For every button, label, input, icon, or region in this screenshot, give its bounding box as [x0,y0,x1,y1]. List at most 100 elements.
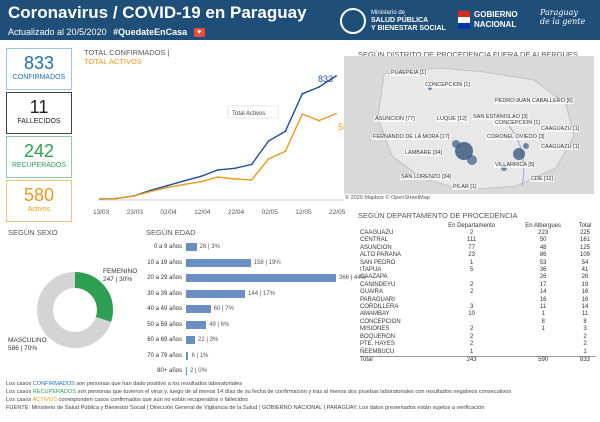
active-point[interactable] [149,190,152,193]
dept-table: En Departamento En Albergues Total CAAGU… [360,222,596,365]
dept-value-cell: 48 [539,244,547,251]
age-bar[interactable] [186,258,251,267]
update-info: Actualizado al 20/5/2020 #QuedateEnCasa … [8,27,205,38]
dept-value-cell: 2 [583,341,587,348]
dept-header-col: En Departamento [448,223,496,229]
active-point[interactable] [284,150,287,153]
dept-value-cell: 161 [580,237,591,244]
active-point[interactable] [234,178,236,180]
note-confirmed: Los casos CONFIRMADOS son personas que h… [6,380,511,388]
active-point[interactable] [183,183,186,186]
bubble-luque[interactable] [452,140,460,148]
active-point[interactable] [200,180,202,183]
ministry-line3: Y BIENESTAR SOCIAL [371,24,446,32]
active-point[interactable] [335,112,337,115]
age-label: 20 a 29 años [147,275,182,281]
active-point[interactable] [250,179,253,181]
dept-title: SEGÚN DEPARTAMENTO DE PROCEDENCIA [358,211,518,220]
table-row: CAAGUAZU 2 223 225 [360,230,596,237]
active-point[interactable] [116,197,118,200]
active-point[interactable] [217,176,219,178]
dept-value-cell [431,274,512,281]
dept-value-cell: 5 [469,267,474,274]
updated-date: Actualizado al 20/5/2020 [8,27,107,37]
slogan: Paraguay de la gente [540,8,585,26]
age-bar[interactable] [186,274,336,282]
active-point[interactable] [132,195,135,198]
dept-value-cell: 26 [581,274,589,281]
dept-value-cell: 833 [574,355,596,365]
age-value: 22 | 3% [198,337,219,343]
active-point[interactable] [301,113,304,115]
kpi-deaths[interactable]: 11 FALLECIDOS [6,92,72,134]
confirmed-point[interactable] [217,169,219,171]
map-attribution: © 2020 Mapbox © OpenStreetMap [345,195,430,201]
dept-value-cell: 3 [583,326,587,333]
active-point[interactable] [267,158,270,160]
district-map[interactable]: PUAEPEIA [1] CONCEPCION [1] PEDRO JUAN C… [344,56,594,194]
dept-total-row: Total 243 590 833 [360,355,596,365]
confirmed-point[interactable] [335,75,337,77]
bubble-east[interactable] [523,143,529,149]
dept-value-cell: 2 [469,333,474,340]
note-keyword: RECUPERADOS [32,389,76,395]
header-bar: Coronavirus / COVID-19 en Paraguay Actua… [0,0,600,40]
dept-name-cell: CONCEPCION [360,318,401,325]
table-row: SAN PEDRO 1 53 54 [360,260,596,267]
map-label: SAN ESTANISLAO [3] [472,114,529,120]
age-bar[interactable] [186,367,187,375]
confirmed-point[interactable] [200,175,202,178]
age-label: 40 a 49 años [147,306,182,312]
dept-header-col: Total [578,223,592,229]
table-row: ALTO PARANA 23 86 109 [360,252,596,259]
confirmed-point[interactable] [234,167,236,170]
kpi-recovered[interactable]: 242 RECUPERADOS [6,136,72,178]
map-label: CONCEPCION [1] [424,82,471,88]
age-title: SEGÚN EDAD [146,228,196,237]
map-label: CDE [11] [530,176,554,182]
bubble-cde[interactable] [513,148,525,160]
age-bar[interactable] [186,305,211,313]
footnotes: Los casos CONFIRMADOS son personas que h… [6,380,511,412]
note-text: corresponden casos confirmados que aún n… [57,397,248,403]
confirmed-point[interactable] [250,163,253,166]
dept-value-cell [431,297,512,304]
kpi-active[interactable]: 580 Activos [6,180,72,222]
seal-icon [340,8,366,34]
dept-value-cell: 14 [581,304,589,311]
dept-value-cell: 10 [468,311,475,318]
bubble-asuncion[interactable] [455,142,473,160]
dept-value-cell: 53 [539,259,547,266]
map-label: ASUNCION [77] [374,116,416,122]
confirmed-point[interactable] [267,140,270,142]
dept-value-cell: 23 [468,252,475,259]
dept-header-row: En Departamento En Albergues Total [360,222,596,230]
age-value: 144 | 17% [248,290,275,297]
confirmed-point[interactable] [183,179,186,182]
dept-value-cell: 109 [580,252,591,259]
sex-donut-chart [37,272,113,348]
confirmed-point[interactable] [284,130,287,133]
table-row: MISIONES 2 1 3 [360,326,596,333]
kpi-confirmed[interactable]: 833 CONFIRMADOS [6,48,72,90]
dept-value-cell: 223 [538,230,549,236]
age-bar[interactable] [186,320,207,329]
donut-slice-female[interactable] [37,272,113,348]
active-point[interactable] [318,119,320,122]
dept-name-cell: CENTRAL [360,237,389,244]
trend-title-active: TOTAL ACTIVOS [84,57,142,66]
active-point[interactable] [166,186,169,189]
confirmed-point[interactable] [318,86,320,88]
age-bar[interactable] [186,336,196,344]
confirmed-point[interactable] [301,92,304,95]
age-bar[interactable] [186,351,189,360]
confirmed-point[interactable] [166,184,169,187]
x-tick-label: 22/04 [228,209,245,216]
active-point[interactable] [99,198,101,201]
dept-name-cell: ITAPUA [360,267,382,274]
age-bar[interactable] [186,243,197,251]
age-label: 70 a 79 años [147,352,182,359]
age-bar[interactable] [186,289,246,298]
bubble-lambare[interactable] [467,155,477,165]
kpi-active-label: Activos [27,206,51,213]
